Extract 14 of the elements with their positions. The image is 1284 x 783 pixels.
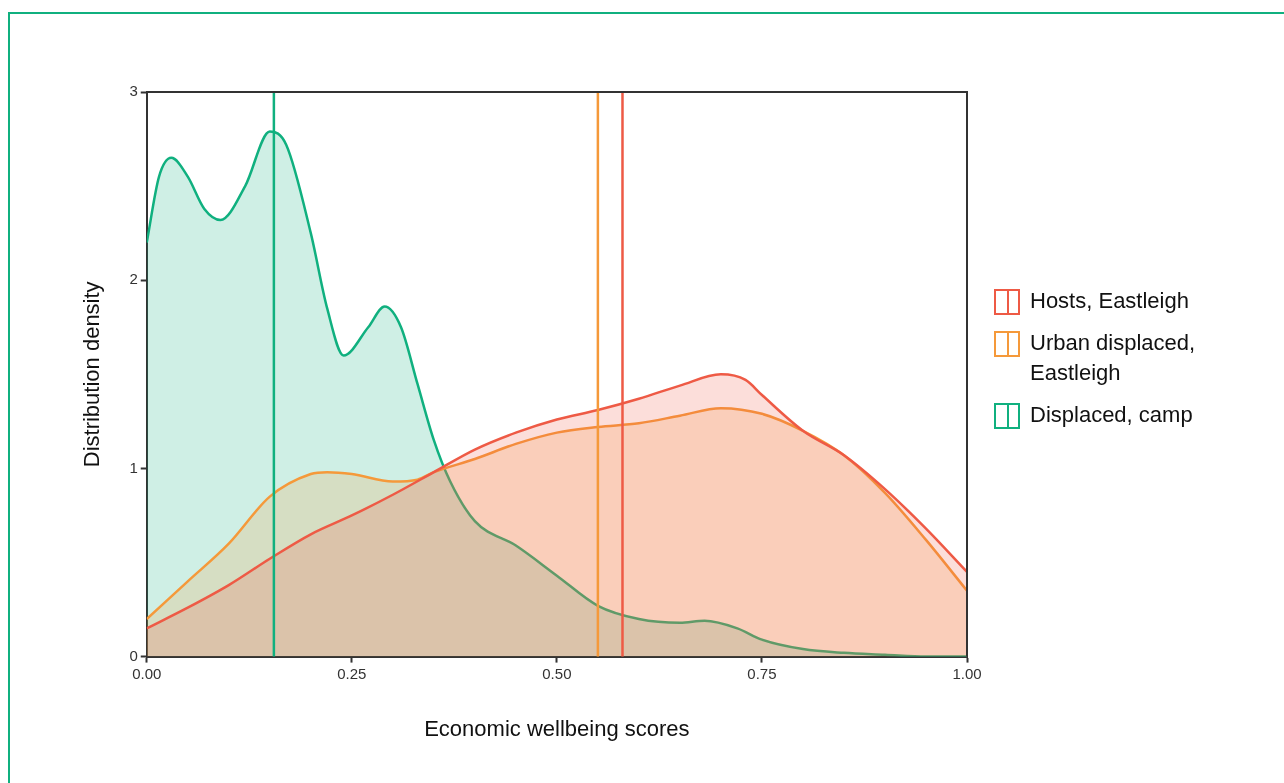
y-tick-label: 3 — [129, 82, 138, 100]
y-tick-label: 1 — [129, 458, 138, 476]
legend-label: Hosts, Eastleigh — [1030, 287, 1189, 315]
legend-label: Urban displaced, Eastleigh — [1030, 329, 1196, 387]
y-axis-title: Distribution density — [79, 281, 105, 468]
x-tick-label: 1.00 — [952, 664, 982, 682]
y-tick-label: 2 — [129, 270, 138, 288]
x-tick-label: 0.25 — [337, 664, 367, 682]
legend-label: Displaced, camp — [1030, 401, 1193, 429]
x-axis-title: Economic wellbeing scores — [424, 715, 690, 741]
y-tick-label: 0 — [129, 646, 138, 664]
x-tick-label: 0.00 — [132, 664, 162, 682]
x-tick-label: 0.50 — [542, 664, 572, 682]
x-tick-label: 0.75 — [747, 664, 777, 682]
